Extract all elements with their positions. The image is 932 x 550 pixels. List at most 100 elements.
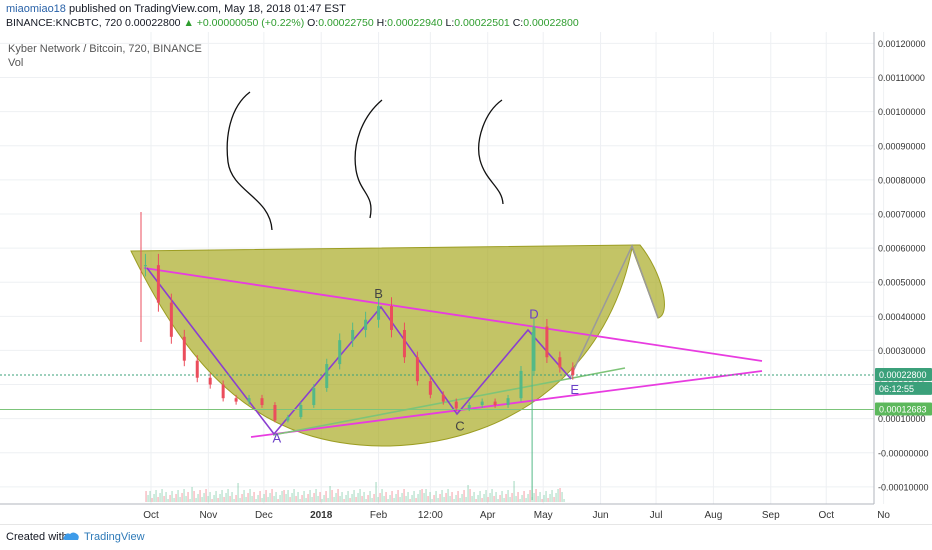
volume-bar — [185, 496, 187, 502]
volume-bar — [533, 493, 535, 502]
volume-bar — [499, 495, 501, 502]
projection-path — [569, 244, 659, 379]
volume-bar — [153, 494, 155, 502]
candle-body — [377, 306, 381, 320]
volume-bar — [559, 488, 561, 502]
volume-bar — [337, 489, 339, 502]
volume-bar — [389, 495, 391, 502]
volume-bar — [215, 491, 217, 502]
x-tick-label: Dec — [255, 510, 273, 521]
open-label: O: — [307, 17, 319, 29]
volume-bar — [465, 497, 467, 502]
candle-body — [156, 265, 160, 303]
volume-bar — [469, 489, 471, 502]
x-tick-label: 12:00 — [418, 510, 443, 521]
chart-header: miaomiao18 published on TradingView.com,… — [0, 0, 932, 32]
volume-bar — [419, 490, 421, 502]
volume-bar — [423, 493, 425, 502]
volume-bar — [243, 490, 245, 502]
price-tag-box — [875, 381, 932, 395]
price-axis[interactable]: 0.00120000 0.00110000 0.00100000 0.00090000… — [873, 32, 932, 504]
volume-bar — [329, 486, 331, 502]
volume-bar — [263, 494, 265, 502]
candle-body — [273, 405, 277, 421]
x-tick-label: No — [877, 510, 890, 521]
volume-bar — [349, 498, 351, 502]
time-axis[interactable]: Oct Nov Dec 2018 Feb 12:00 Apr May Jun Jul Aug Sep O… — [0, 503, 890, 521]
volume-bar — [463, 490, 465, 502]
candle-body — [506, 398, 510, 406]
close-value: 0.00022800 — [523, 17, 579, 29]
candle-body — [169, 302, 173, 337]
volume-bar — [399, 497, 401, 502]
volume-bar — [191, 487, 193, 502]
volume-bar — [291, 493, 293, 502]
candle-body — [415, 357, 419, 382]
low-label: L: — [445, 17, 455, 29]
volume-bar — [411, 495, 413, 502]
volume-bar — [457, 491, 459, 502]
volume-bar — [529, 490, 531, 502]
volume-bar — [233, 499, 235, 502]
steam-squiggle — [226, 91, 273, 231]
author-link[interactable]: miaomiao18 — [6, 3, 66, 15]
candle-body — [195, 360, 199, 378]
volume-bar — [351, 494, 353, 502]
volume-bar — [397, 490, 399, 502]
volume-bar — [501, 491, 503, 502]
volume-bar — [455, 495, 457, 502]
volume-bar — [241, 494, 243, 502]
x-tick-label: Apr — [480, 510, 496, 521]
volume-bar — [429, 492, 431, 502]
volume-bar — [203, 493, 205, 502]
candle-body — [545, 326, 549, 358]
volume-bar — [421, 489, 423, 502]
volume-bar — [369, 491, 371, 502]
steam-squiggle — [354, 99, 383, 219]
volume-bar — [173, 498, 175, 502]
high-value: 0.00022940 — [387, 17, 443, 29]
volume-bar — [505, 494, 507, 502]
volume-bar — [295, 496, 297, 502]
volume-bar — [479, 491, 481, 502]
x-tick-label: Jun — [592, 510, 608, 521]
volume-bar — [435, 491, 437, 502]
volume-bar — [521, 495, 523, 502]
candle-body — [532, 326, 536, 371]
volume-bar — [539, 492, 541, 502]
volume-bar — [265, 490, 267, 502]
candle-body — [247, 398, 251, 402]
volume-bar — [515, 496, 517, 502]
volume-bar — [425, 489, 427, 502]
volume-bar — [413, 491, 415, 502]
volume-bar — [261, 498, 263, 502]
volume-bar — [249, 489, 251, 502]
candle-body — [208, 377, 212, 385]
volume-bar — [557, 489, 559, 502]
wave-labels: A B C D E — [272, 286, 579, 445]
candles — [140, 212, 575, 423]
volume-bar — [523, 491, 525, 502]
volume-bar — [281, 491, 283, 502]
volume-bar — [361, 496, 363, 502]
volume-bar — [387, 499, 389, 502]
volume-bar — [193, 491, 195, 502]
tradingview-brand[interactable]: TradingView — [84, 531, 145, 543]
volume-bar — [475, 499, 477, 502]
tradingview-logo-icon — [63, 532, 79, 540]
price-tag-box — [875, 367, 932, 381]
change-value: +0.00000050 (+0.22%) — [196, 17, 305, 29]
volume-bar — [207, 496, 209, 502]
volume-bar — [149, 491, 151, 502]
x-tick-label: Oct — [143, 510, 159, 521]
candle-body — [493, 401, 497, 406]
y-tick-label: 0.00110000 — [878, 73, 925, 83]
volume-bar — [555, 493, 557, 502]
volume-bar — [247, 493, 249, 502]
candle-body — [143, 265, 147, 267]
volume-bar — [491, 489, 493, 502]
volume-bar — [223, 497, 225, 502]
footer: Created with TradingView — [0, 524, 932, 550]
